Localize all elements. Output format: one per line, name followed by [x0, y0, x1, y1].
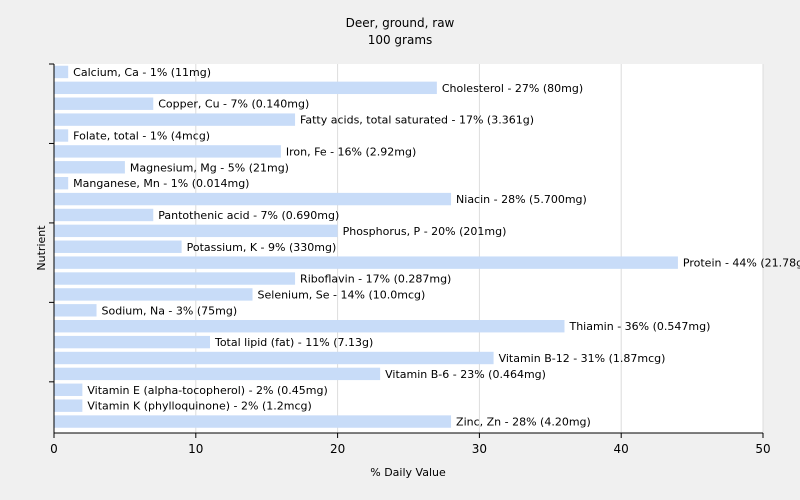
bar-label: Folate, total - 1% (4mcg) [73, 130, 210, 143]
y-axis-title: Nutrient [35, 225, 48, 271]
bars [54, 65, 678, 428]
bar-label: Total lipid (fat) - 11% (7.13g) [214, 336, 373, 349]
bar-label: Vitamin B-6 - 23% (0.464mg) [385, 368, 546, 381]
bar-label: Zinc, Zn - 28% (4.20mg) [456, 416, 591, 429]
bar [54, 256, 678, 269]
bar-label: Vitamin K (phylloquinone) - 2% (1.2mcg) [87, 400, 311, 413]
bar-label: Pantothenic acid - 7% (0.690mg) [158, 209, 339, 222]
bar [54, 351, 494, 365]
bar [54, 113, 296, 126]
bar [54, 383, 83, 396]
bar [54, 288, 253, 301]
x-axis-title: % Daily Value [370, 466, 446, 479]
bar-label: Calcium, Ca - 1% (11mg) [73, 66, 211, 79]
bar [54, 304, 97, 317]
bar [54, 97, 154, 110]
bar-label: Magnesium, Mg - 5% (21mg) [130, 161, 289, 174]
bar-label: Iron, Fe - 16% (2.92mg) [286, 145, 416, 158]
bar [54, 192, 452, 206]
bar [54, 81, 437, 95]
bar-label: Vitamin E (alpha-tocopherol) - 2% (0.45m… [87, 384, 327, 397]
bar [54, 145, 281, 158]
x-tick-label: 10 [188, 442, 203, 456]
bar-label: Manganese, Mn - 1% (0.014mg) [73, 177, 249, 190]
bar [54, 65, 69, 79]
chart-title: Deer, ground, raw [346, 16, 455, 30]
bar [54, 208, 154, 222]
x-tick-label: 30 [472, 442, 487, 456]
x-tick-label: 40 [614, 442, 629, 456]
bar [54, 176, 69, 190]
bar-label: Fatty acids, total saturated - 17% (3.36… [300, 114, 534, 127]
bar-label: Potassium, K - 9% (330mg) [187, 241, 337, 254]
bar-label: Phosphorus, P - 20% (201mg) [343, 225, 507, 238]
bar-label: Riboflavin - 17% (0.287mg) [300, 273, 451, 286]
bar [54, 224, 338, 238]
bar-label: Vitamin B-12 - 31% (1.87mcg) [499, 352, 666, 365]
bar [54, 320, 565, 333]
bar-label: Selenium, Se - 14% (10.0mcg) [258, 288, 426, 301]
x-tick-label: 50 [755, 442, 770, 456]
bar [54, 415, 452, 428]
bar [54, 129, 69, 142]
bar-labels: Calcium, Ca - 1% (11mg) Cholesterol - 27%… [73, 66, 800, 429]
bar-label: Sodium, Na - 3% (75mg) [102, 304, 238, 317]
bar [54, 399, 83, 412]
bar-label: Copper, Cu - 7% (0.140mg) [158, 98, 309, 111]
bar-label: Cholesterol - 27% (80mg) [442, 82, 583, 95]
bar [54, 367, 381, 381]
bar-label: Protein - 44% (21.78g) [683, 257, 800, 270]
x-tick-label: 20 [330, 442, 345, 456]
chart-subtitle: 100 grams [368, 33, 433, 47]
x-tick-label: 0 [50, 442, 58, 456]
bar-label: Niacin - 28% (5.700mg) [456, 193, 587, 206]
bar-label: Thiamin - 36% (0.547mg) [568, 320, 710, 333]
bar [54, 335, 210, 349]
bar [54, 240, 182, 253]
bar [54, 272, 296, 285]
bar [54, 161, 125, 174]
axes: 0 10 20 30 40 50 [49, 63, 771, 456]
